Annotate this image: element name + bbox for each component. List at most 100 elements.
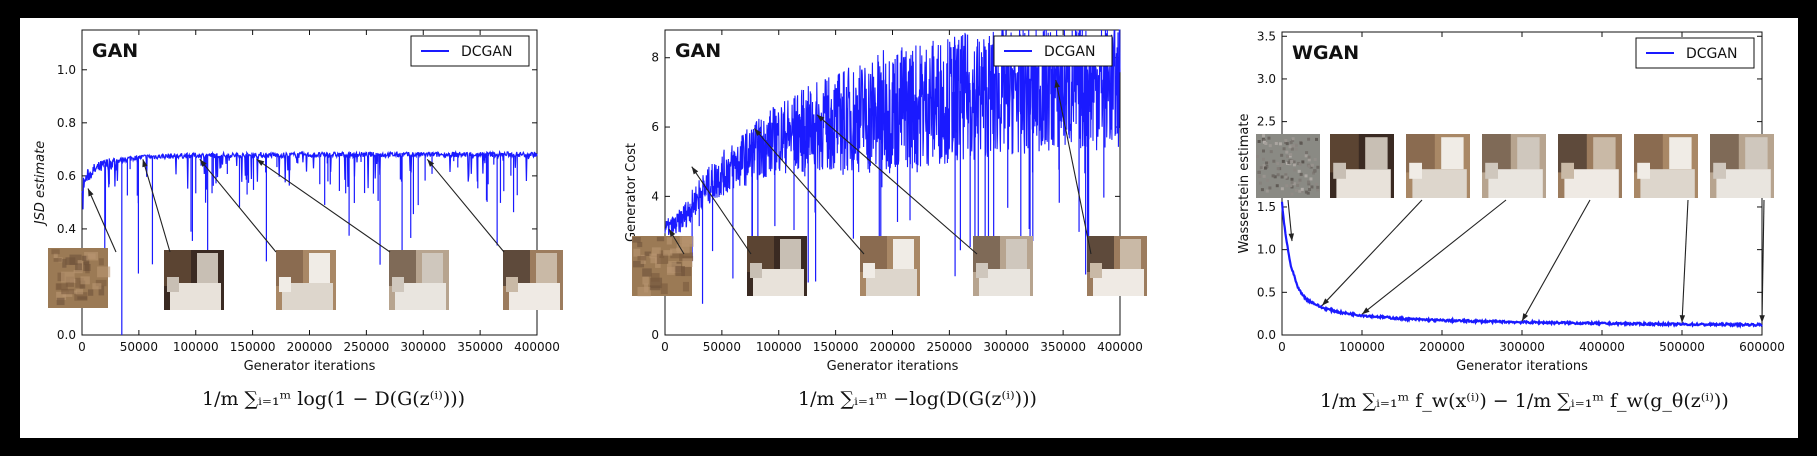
arrow-head	[199, 159, 207, 167]
thumbnail-lamp	[1333, 162, 1346, 179]
thumbnail-texture	[98, 285, 105, 296]
thumbnail-texture	[649, 285, 661, 291]
y-tick-label: 0.6	[57, 169, 76, 183]
annotation-arrow	[87, 188, 117, 253]
x-tick-label: 400000	[514, 340, 560, 354]
series-line-dcgan	[1280, 201, 1763, 329]
arrow-head	[1522, 313, 1529, 322]
formula-gan-cost: 1/m ∑ᵢ₌₁ᵐ −log(D(G(z⁽ⁱ⁾)))	[798, 388, 1037, 410]
thumbnail-noise	[1310, 163, 1314, 167]
thumbnail-texture	[681, 266, 692, 277]
thumbnail-window	[536, 253, 557, 283]
thumbnail-noise	[1273, 175, 1277, 179]
thumbnail-noise	[1301, 160, 1305, 164]
thumbnail-noise	[1275, 184, 1279, 188]
thumbnail-noise	[1258, 174, 1262, 178]
thumbnail-texture	[92, 283, 102, 290]
thumbnail-noise	[1306, 180, 1310, 184]
thumbnail-noise	[1316, 165, 1320, 169]
x-tick-label: 400000	[1579, 340, 1625, 354]
chart-svg: 0.00.20.40.60.81.00500001000001500002000…	[33, 29, 1785, 374]
thumbnail-noise	[1290, 192, 1294, 196]
x-tick-label: 400000	[1097, 340, 1143, 354]
annotation-arrow	[1681, 199, 1689, 323]
thumbnail-texture	[53, 258, 62, 262]
thumbnail-noise	[1296, 183, 1300, 187]
thumbnail-noise	[1294, 143, 1298, 147]
thumbnail-texture	[633, 260, 645, 268]
thumbnail-noise	[1276, 167, 1280, 171]
thumbnail-noise	[1314, 182, 1318, 186]
thumbnail-texture	[83, 261, 90, 272]
thumbnail-texture	[51, 249, 60, 255]
thumbnail-noise	[1304, 174, 1308, 178]
thumbnail-noise	[1292, 182, 1296, 186]
thumbnail-texture	[632, 237, 641, 243]
thumbnail-noise	[1261, 149, 1265, 153]
arrow-head	[1759, 315, 1765, 323]
y-tick-label: 0.0	[57, 328, 76, 342]
sample-thumbnail	[1256, 134, 1320, 198]
arrow-head	[669, 229, 676, 237]
thumbnail-lamp	[750, 263, 762, 278]
thumbnail-texture	[75, 289, 84, 295]
thumbnail-noise	[1264, 142, 1268, 146]
thumbnail-noise	[1307, 164, 1311, 168]
sample-thumbnail	[164, 250, 224, 310]
thumbnail-texture	[660, 283, 668, 295]
x-tick-label: 0	[78, 340, 86, 354]
thumbnail-texture	[56, 291, 67, 300]
thumbnail-noise	[1262, 134, 1266, 138]
formula-wgan: 1/m ∑ᵢ₌₁ᵐ f_w(x⁽ⁱ⁾) − 1/m ∑ᵢ₌₁ᵐ f_w(g_θ(…	[1320, 390, 1729, 412]
thumbnail-lamp	[167, 277, 179, 292]
annotation-arrow	[1361, 199, 1507, 315]
x-tick-label: 500000	[1659, 340, 1705, 354]
sample-thumbnail	[747, 236, 807, 296]
thumbnail-window	[1006, 239, 1027, 269]
sample-thumbnail	[1087, 236, 1147, 296]
sample-thumbnail	[973, 236, 1033, 296]
thumbnail-texture	[69, 254, 82, 265]
arrow-head	[1679, 315, 1686, 323]
thumbnail-texture	[56, 297, 65, 306]
y-tick-label: 3.5	[1257, 29, 1276, 43]
x-tick-label: 300000	[400, 340, 446, 354]
sample-thumbnail	[632, 236, 694, 297]
chart-panel-1: 0 4 6 8 0 50000 100000 150000 200000 250000 300000…	[624, 29, 1147, 374]
x-tick-label: 300000	[1499, 340, 1545, 354]
thumbnail-window	[1745, 137, 1768, 170]
y-tick-label: 8	[651, 51, 659, 65]
thumbnail-noise	[1297, 169, 1301, 173]
annotation-arrow	[1321, 199, 1423, 307]
thumbnail-lamp	[1713, 162, 1726, 179]
sample-thumbnail	[503, 250, 563, 310]
arrow-head	[1362, 307, 1370, 315]
thumbnail-texture	[656, 253, 669, 265]
thumbnail-texture	[681, 236, 694, 247]
panel-title: GAN	[675, 40, 721, 62]
x-tick-label: 100000	[756, 340, 802, 354]
thumbnail-lamp	[506, 277, 518, 292]
thumbnail-noise	[1265, 189, 1269, 193]
y-tick-label: 0.5	[1257, 285, 1276, 299]
thumbnail-noise	[1267, 136, 1271, 140]
thumbnail-texture	[61, 271, 75, 283]
thumbnail-texture	[633, 248, 641, 257]
x-tick-label: 250000	[926, 340, 972, 354]
x-tick-label: 150000	[230, 340, 276, 354]
y-tick-label: 0.4	[57, 222, 76, 236]
thumbnail-noise	[1287, 160, 1291, 164]
thumbnail-noise	[1280, 187, 1284, 191]
annotation-arrow	[199, 158, 277, 253]
sample-thumbnail	[1482, 134, 1546, 198]
thumbnail-noise	[1300, 187, 1304, 191]
thumbnail-noise	[1299, 141, 1303, 145]
x-axis-label: Generator iterations	[827, 359, 959, 374]
y-tick-label: 3.0	[1257, 72, 1276, 86]
thumbnail-texture	[651, 273, 660, 282]
annotation-arrow	[142, 159, 171, 253]
thumbnail-window	[1517, 137, 1540, 170]
panel-title: GAN	[92, 40, 138, 62]
arrow-head	[1288, 233, 1295, 242]
thumbnail-noise	[1307, 155, 1311, 159]
